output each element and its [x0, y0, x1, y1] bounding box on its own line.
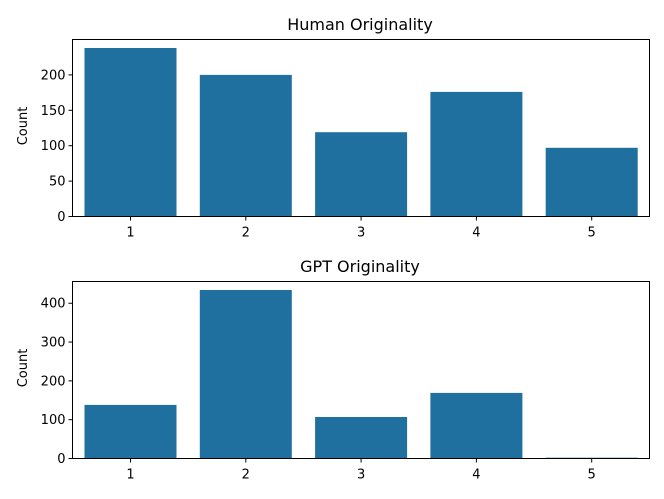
bar-4	[430, 91, 523, 217]
human-originality-panel: Human Originality Count 0 50 100 150 200 1 2 3…	[16, 15, 650, 241]
y-tick-label: 100	[41, 413, 66, 428]
x-tick-label: 5	[588, 468, 596, 483]
x-axis: 1 2 3 4 5	[126, 458, 596, 483]
gpt-originality-panel: GPT Originality Count 0 100 200 300 400 1 2 3 4…	[16, 257, 650, 483]
y-axis: 0 100 200 300 400	[41, 297, 73, 467]
y-tick-label: 200	[41, 68, 66, 83]
y-axis-label: Count	[16, 349, 31, 388]
x-tick-label: 2	[242, 226, 250, 241]
y-tick-label: 200	[41, 374, 66, 389]
bar-1	[84, 48, 177, 217]
x-tick-label: 2	[242, 468, 250, 483]
x-tick-label: 5	[588, 226, 596, 241]
x-axis: 1 2 3 4 5	[126, 216, 596, 241]
bars	[84, 290, 638, 459]
x-tick-label: 4	[472, 468, 480, 483]
y-tick-label: 400	[41, 297, 66, 312]
x-tick-label: 1	[126, 468, 134, 483]
x-tick-label: 1	[126, 226, 134, 241]
y-tick-label: 150	[41, 104, 66, 119]
bar-4	[430, 392, 523, 459]
plot-frame	[72, 281, 650, 459]
bar-3	[315, 417, 408, 459]
plot-frame	[72, 39, 650, 217]
y-tick-label: 0	[57, 452, 65, 467]
bars	[84, 48, 638, 217]
y-axis-label: Count	[16, 107, 31, 146]
panel-title: Human Originality	[287, 15, 433, 34]
bar-3	[315, 132, 408, 217]
bar-2	[199, 74, 292, 217]
y-tick-label: 100	[41, 139, 66, 154]
bar-1	[84, 404, 177, 459]
y-tick-label: 300	[41, 336, 66, 351]
bar-5	[545, 147, 638, 217]
y-axis: 0 50 100 150 200	[41, 68, 73, 225]
panel-title: GPT Originality	[300, 257, 420, 276]
bar-2	[199, 290, 292, 459]
y-tick-label: 0	[57, 210, 65, 225]
x-tick-label: 4	[472, 226, 480, 241]
y-tick-label: 50	[49, 175, 66, 190]
x-tick-label: 3	[357, 468, 365, 483]
x-tick-label: 3	[357, 226, 365, 241]
